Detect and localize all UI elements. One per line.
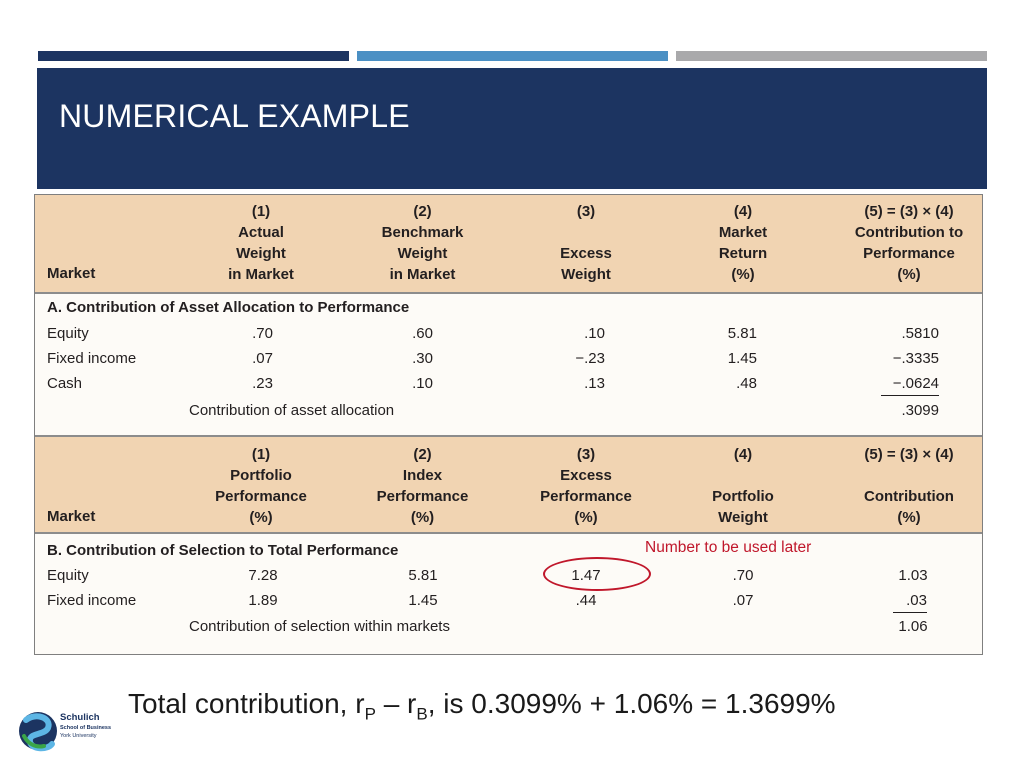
cell-a-equity-excess: .10: [584, 325, 605, 342]
header-a-col4: (4) Market Return (%): [718, 203, 768, 283]
row-a-cash-label: Cash: [47, 375, 83, 392]
row-b-fixed-label: Fixed income: [47, 592, 137, 609]
annotation-note: Number to be used later: [645, 539, 812, 556]
sum-underline-b: [893, 612, 927, 613]
header-b-col3: (3) Excess Performance (%): [540, 446, 632, 526]
cell-a-fixed-benchmark: .30: [412, 350, 433, 367]
cell-a-cash-contribution: −.0624: [892, 375, 939, 392]
cell-a-fixed-actual: .07: [252, 350, 273, 367]
contribution-asset-allocation-label: Contribution of asset allocation: [189, 402, 395, 419]
logo-name: Schulich: [60, 712, 100, 723]
header-a-col1: (1) Actual Weight in Market: [228, 203, 294, 283]
header-b-col1: (1) Portfolio Performance (%): [215, 446, 307, 526]
performance-table: Market (1) Actual Weight in Market (2) Bench…: [34, 194, 983, 655]
schulich-logo-icon: [19, 712, 57, 752]
cell-a-equity-actual: .70: [252, 325, 273, 342]
sum-underline-a: [881, 395, 939, 396]
row-b-equity-label: Equity: [47, 567, 89, 584]
slide-title: NUMERICAL EXAMPLE: [59, 98, 410, 134]
header-b-market: Market: [47, 508, 96, 525]
contribution-selection-label: Contribution of selection within markets: [189, 618, 450, 635]
table-header-a: Market (1) Actual Weight in Market (2) Bench…: [35, 195, 982, 294]
header-b-col5: (5) = (3) × (4) Contribution (%): [864, 446, 954, 526]
contribution-asset-allocation-value: .3099: [901, 402, 939, 419]
header-a-col5: (5) = (3) × (4) Contribution to Performanc…: [854, 203, 964, 283]
cell-a-equity-benchmark: .60: [412, 325, 433, 342]
accent-bar-blue: [357, 51, 668, 61]
schulich-logo: Schulich School of Business York Univers…: [18, 708, 148, 756]
cell-b-fixed-portfolio: 1.89: [248, 592, 278, 609]
cell-a-equity-contribution: .5810: [901, 325, 939, 342]
header-a-col3: (3) Excess Weight: [560, 203, 612, 283]
highlight-circle: [543, 557, 651, 591]
cell-a-fixed-contribution: −.3335: [892, 350, 939, 367]
row-a-fixed-label: Fixed income: [47, 350, 137, 367]
logo-university: York University: [60, 733, 97, 739]
section-a-title: A. Contribution of Asset Allocation to P…: [47, 299, 410, 316]
cell-b-fixed-index: 1.45: [408, 592, 438, 609]
table-header-b: Market (1) Portfolio Performance (%) (2) Ind…: [35, 435, 982, 534]
cell-a-cash-benchmark: .10: [412, 375, 433, 392]
title-banner: NUMERICAL EXAMPLE: [37, 68, 987, 189]
accent-bar-gray: [676, 51, 987, 61]
cell-b-fixed-contribution: .03: [906, 592, 927, 609]
cell-a-cash-return: .48: [736, 375, 757, 392]
cell-a-cash-actual: .23: [252, 375, 273, 392]
cell-a-equity-return: 5.81: [727, 325, 757, 342]
cell-a-cash-excess: .13: [584, 375, 605, 392]
cell-b-equity-contribution: 1.03: [898, 567, 928, 584]
total-contribution-text: Total contribution, rP – rB, is 0.3099% …: [128, 688, 836, 724]
cell-a-fixed-excess: −.23: [575, 350, 605, 367]
cell-b-equity-portfolio: 7.28: [248, 567, 278, 584]
header-market: Market: [47, 265, 96, 282]
header-b-col2: (2) Index Performance (%): [376, 446, 469, 526]
cell-b-fixed-excess: .44: [575, 592, 597, 609]
accent-bar-navy: [38, 51, 349, 61]
contribution-selection-value: 1.06: [898, 618, 928, 635]
section-b-title: B. Contribution of Selection to Total Pe…: [47, 542, 399, 559]
cell-a-fixed-return: 1.45: [727, 350, 757, 367]
logo-school: School of Business: [60, 725, 112, 731]
cell-b-fixed-weight: .07: [732, 592, 754, 609]
cell-b-equity-index: 5.81: [408, 567, 438, 584]
cell-b-equity-weight: .70: [732, 567, 754, 584]
header-b-col4: (4) Portfolio Weight: [712, 446, 774, 526]
header-a-col2: (2) Benchmark Weight in Market: [381, 203, 464, 283]
row-a-equity-label: Equity: [47, 325, 89, 342]
